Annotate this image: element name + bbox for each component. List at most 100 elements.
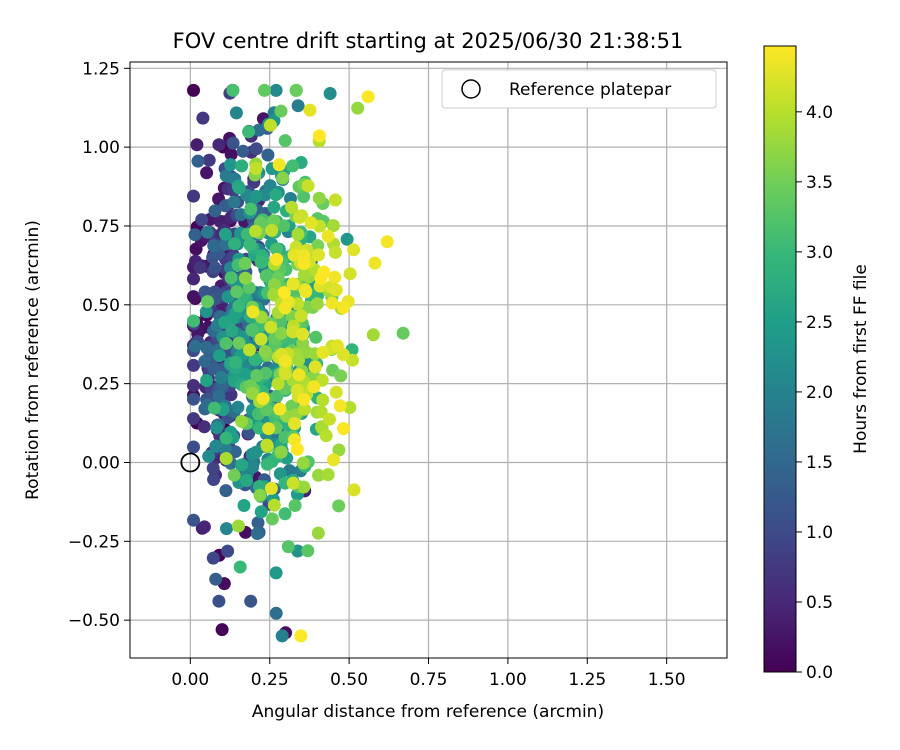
data-point [243,238,257,251]
data-point [269,188,283,202]
data-point [380,235,394,249]
data-point [312,248,325,262]
data-point [227,195,241,209]
data-point [254,505,268,519]
data-point [242,125,256,139]
x-tick-label: 1.25 [568,670,606,690]
data-point [264,481,278,495]
data-point [321,229,335,243]
data-point [298,268,311,282]
data-point [277,219,291,233]
data-point [265,512,279,526]
data-point [297,480,311,494]
colorbar-tick-label: 0.5 [806,593,833,613]
data-point [219,484,233,498]
chart-title: FOV centre drift starting at 2025/06/30 … [173,29,684,53]
data-point [328,245,342,259]
x-axis-label: Angular distance from reference (arcmin) [252,702,604,722]
data-point [263,118,277,132]
data-point [329,283,343,297]
data-point [269,242,283,256]
data-point [238,256,252,270]
data-point [214,371,228,385]
data-point [328,193,342,207]
data-point [337,422,350,436]
data-point [333,399,347,413]
data-point [237,499,251,512]
data-point [297,393,311,407]
y-tick-label: 0.00 [82,453,120,473]
data-point [199,305,213,319]
data-point [289,83,303,97]
data-point [361,90,375,104]
data-point [298,402,311,416]
y-axis: −0.50 −0.25 0.00 0.25 0.50 0.75 1.00 1.25 [68,59,130,631]
data-point [191,154,205,168]
colorbar-tick-label: 4.0 [806,103,833,123]
data-point [301,179,315,193]
data-point [187,440,200,454]
data-point [309,330,323,344]
data-point [272,158,286,172]
data-point [297,257,311,270]
data-point [227,468,241,482]
data-point [343,401,357,414]
data-point [343,267,357,281]
data-point [275,629,289,643]
data-point [231,400,245,414]
data-point [273,402,287,416]
y-tick-label: −0.50 [68,611,120,631]
data-point [296,456,310,470]
data-point [200,166,214,180]
data-point [197,520,211,534]
y-tick-label: 0.25 [82,375,120,395]
data-point [229,106,243,120]
x-tick-label: 1.00 [489,670,527,690]
data-point [215,623,229,637]
data-point [347,243,361,257]
data-point [207,401,221,415]
data-point [252,123,266,137]
data-point [193,261,207,274]
legend-box [441,69,717,109]
data-point [245,323,259,337]
data-point [232,181,246,195]
data-point [187,272,200,286]
colorbar-tick-label: 3.5 [806,173,833,193]
data-point [308,360,322,374]
colorbar-tick-label: 1.0 [806,523,833,543]
data-point [270,389,284,403]
data-point [269,83,283,97]
data-point [246,460,260,474]
scatter-points [187,83,410,643]
data-point [310,297,324,311]
data-point [206,461,220,475]
data-point [232,299,246,313]
data-point [271,377,285,391]
data-point [287,248,301,262]
data-point [250,369,264,382]
data-point [256,392,270,406]
data-point [213,349,226,363]
y-tick-label: 1.25 [82,59,120,79]
data-point [312,191,326,205]
data-point [259,269,273,283]
data-point [240,474,254,487]
data-point [296,327,310,341]
data-point [270,252,284,266]
data-point [291,99,305,113]
data-point [209,572,223,586]
data-point [292,353,305,367]
data-point [301,544,315,558]
data-point [244,202,258,216]
data-point [267,498,281,512]
data-point [323,412,336,426]
data-point [325,296,339,310]
data-point [244,594,258,608]
data-point [235,458,249,472]
data-point [347,483,361,497]
y-tick-label: 1.00 [82,138,120,158]
data-point [188,228,202,242]
data-point [327,453,340,467]
